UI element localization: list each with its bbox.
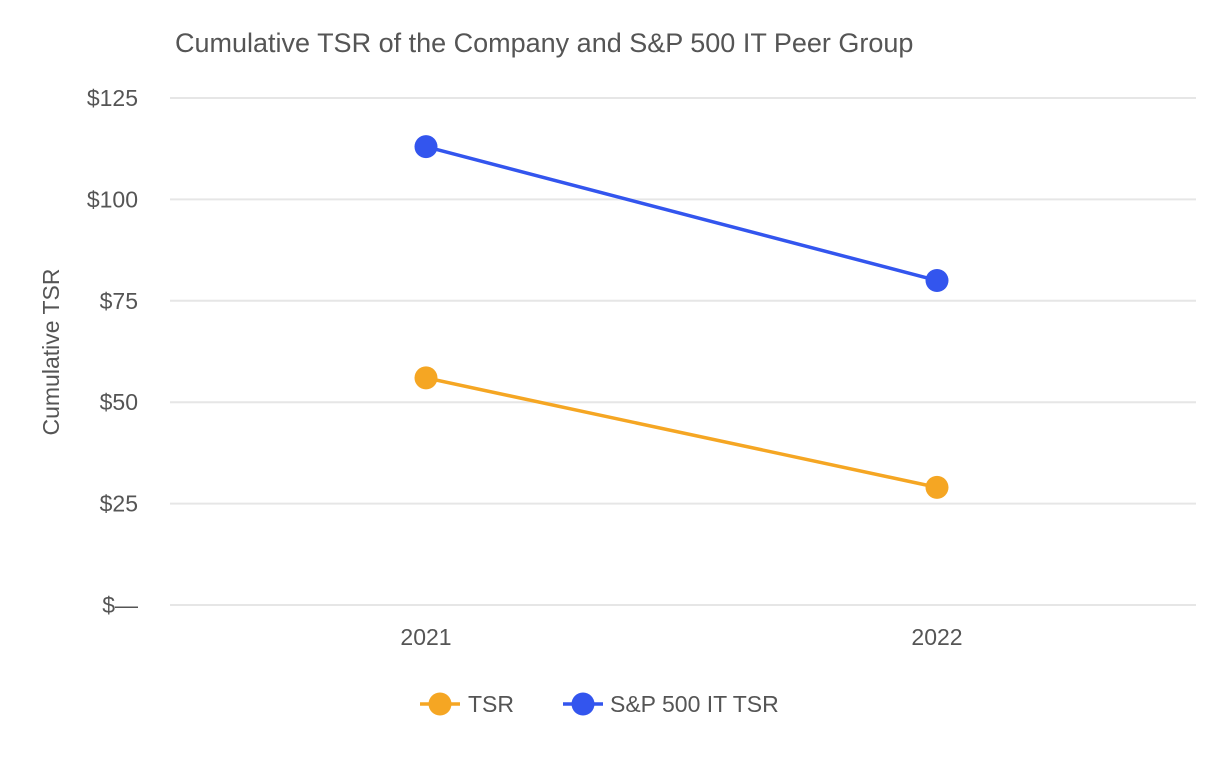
x-tick-label: 2022 [911,624,962,650]
x-tick-label: 2021 [400,624,451,650]
y-tick-label: $75 [100,288,138,314]
gridlines [170,97,1196,606]
legend-label: S&P 500 IT TSR [610,691,779,717]
chart-title: Cumulative TSR of the Company and S&P 50… [175,28,913,58]
series-line [425,376,938,490]
y-tick-label: $— [102,592,138,618]
data-point [925,269,949,293]
y-tick-label: $100 [87,186,138,212]
series-line [425,144,938,283]
y-axis-ticks: $— $25 $50 $75 $100 $125 [87,85,138,618]
legend-item: S&P 500 IT TSR [563,691,779,717]
y-tick-label: $125 [87,85,138,111]
data-point [414,135,438,159]
y-tick-label: $50 [100,389,138,415]
y-tick-label: $25 [100,491,138,517]
legend-item: TSR [420,691,514,717]
series-tsr [414,366,949,499]
x-axis-ticks: 2021 2022 [400,624,962,650]
data-point [414,366,438,390]
legend: TSR S&P 500 IT TSR [420,691,779,717]
legend-marker [428,692,452,716]
series-s-p-500-it-tsr [414,135,949,293]
legend-marker [571,692,595,716]
legend-label: TSR [468,691,514,717]
data-point [925,475,949,499]
series-group [414,135,949,499]
y-axis-label: Cumulative TSR [38,268,64,435]
